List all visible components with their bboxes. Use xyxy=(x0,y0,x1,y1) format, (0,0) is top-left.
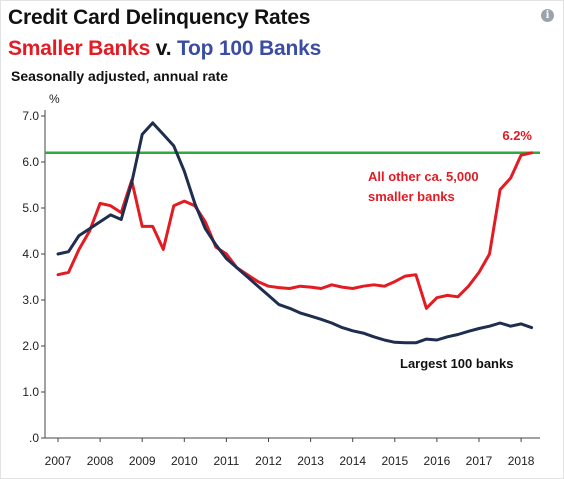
annotation-smaller-line1: All other ca. 5,000 xyxy=(368,169,479,184)
x-tick-label: 2007 xyxy=(45,454,72,468)
y-tick-label: 6.0 xyxy=(22,155,39,169)
subtitle-smaller-banks: Smaller Banks xyxy=(8,37,151,60)
x-tick-label: 2009 xyxy=(129,454,156,468)
chart-note: Seasonally adjusted, annual rate xyxy=(11,68,229,84)
annotation-largest: Largest 100 banks xyxy=(400,356,513,371)
x-tick-label: 2008 xyxy=(87,454,114,468)
y-axis-label: % xyxy=(49,92,60,106)
annotation-smaller-line2: smaller banks xyxy=(368,189,455,204)
x-tick-label: 2015 xyxy=(381,454,408,468)
y-tick-label: 5.0 xyxy=(22,201,39,215)
x-tick-label: 2017 xyxy=(466,454,493,468)
y-tick-label: 3.0 xyxy=(22,293,39,307)
series-lines xyxy=(56,121,534,345)
series-line-smaller xyxy=(56,151,534,310)
x-tick-label: 2010 xyxy=(171,454,198,468)
y-tick-label: 4.0 xyxy=(22,247,39,261)
subtitle-top-100: Top 100 Banks xyxy=(176,37,322,60)
x-tick-label: 2018 xyxy=(508,454,535,468)
subtitle-versus: v. xyxy=(150,37,177,60)
x-tick-label: 2014 xyxy=(339,454,366,468)
annotations: 6.2% All other ca. 5,000 smaller banks Larg… xyxy=(368,128,532,371)
x-tick-label: 2013 xyxy=(297,454,324,468)
info-icon[interactable]: i xyxy=(541,9,554,22)
chart-title: Credit Card Delinquency Rates xyxy=(8,6,311,29)
x-tick-label: 2012 xyxy=(255,454,282,468)
chart-subtitle: Smaller Banks v. Top 100 Banks xyxy=(8,37,321,61)
y-tick-label: 1.0 xyxy=(22,385,39,399)
series-line-top100 xyxy=(56,121,534,345)
y-tick-label: 7.0 xyxy=(22,109,39,123)
x-tick-label: 2016 xyxy=(424,454,451,468)
reference-line-label: 6.2% xyxy=(502,128,532,143)
y-tick-label: 2.0 xyxy=(22,339,39,353)
x-tick-label: 2011 xyxy=(213,454,239,468)
y-tick-label: .0 xyxy=(29,431,39,445)
axes: % .0 1.0 2.0 3.0 4.0 5.0 6.0 7.0 2007 2008 2009 2010… xyxy=(22,92,540,468)
